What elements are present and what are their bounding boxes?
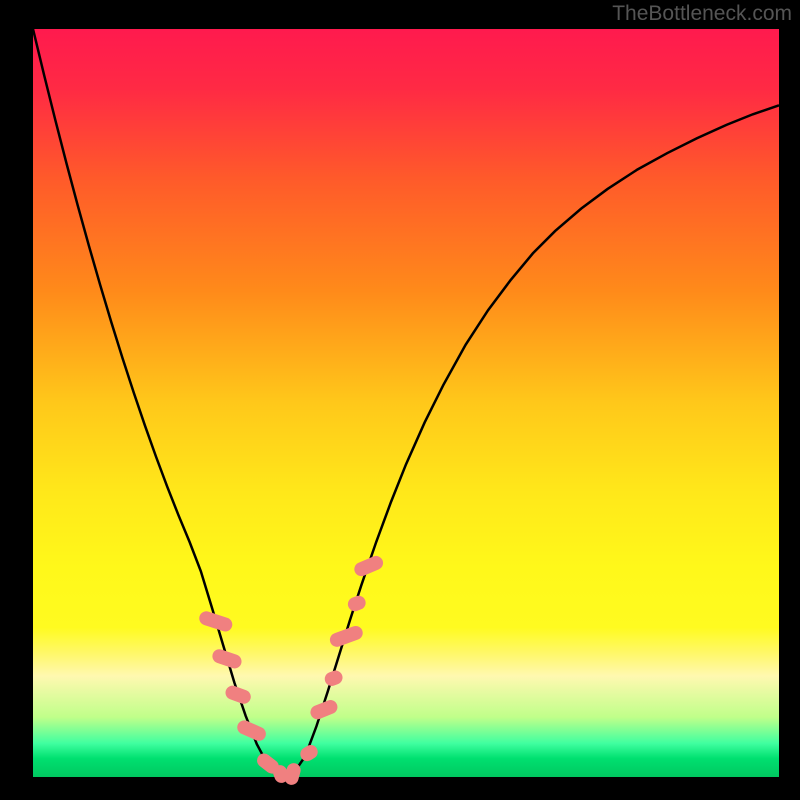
curve-marker [346, 594, 368, 614]
curve-marker [224, 684, 253, 706]
bottleneck-curve-layer [0, 0, 800, 800]
gradient-background [33, 29, 779, 777]
curve-marker [308, 698, 339, 721]
curve-marker [197, 610, 234, 634]
marker-group [197, 554, 385, 787]
curve-marker [254, 751, 282, 777]
curve-marker [323, 669, 345, 688]
figure-root: TheBottleneck.com [0, 0, 800, 800]
watermark-text: TheBottleneck.com [612, 2, 792, 26]
curve-marker [235, 718, 268, 743]
curve-marker [283, 762, 302, 787]
curve-marker [352, 554, 385, 579]
bottleneck-curve-left [33, 29, 287, 777]
curve-marker [298, 742, 321, 763]
curve-marker [328, 624, 365, 649]
bottleneck-curve-right [287, 105, 779, 777]
curve-marker [271, 763, 290, 785]
curve-marker [210, 647, 243, 670]
